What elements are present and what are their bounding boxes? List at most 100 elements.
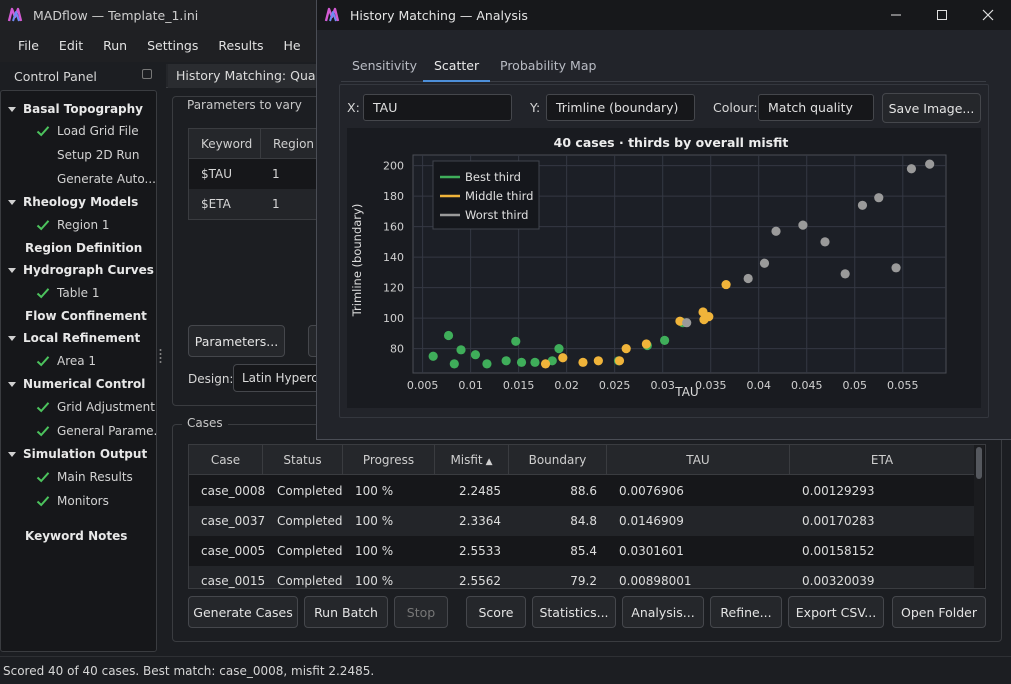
table-row[interactable]: case_0015 Completed 100 % 2.5562 79.2 0.00898… xyxy=(189,566,975,588)
close-button[interactable] xyxy=(965,0,1011,30)
tab-scatter[interactable]: Scatter xyxy=(423,50,491,82)
blank-icon xyxy=(36,172,50,186)
data-point xyxy=(660,335,670,345)
chevron-down-icon[interactable] xyxy=(7,379,17,389)
tree-item-label: Rheology Models xyxy=(23,195,139,209)
table-row[interactable]: case_0008 Completed 100 % 2.2485 88.6 0.00769… xyxy=(189,476,975,506)
tree-item[interactable]: Table 1 xyxy=(1,282,99,304)
score-button[interactable]: Score xyxy=(466,596,526,628)
chevron-down-icon[interactable] xyxy=(7,197,17,207)
table-row[interactable]: case_0005 Completed 100 % 2.5533 85.4 0.03016… xyxy=(189,536,975,566)
x-variable-select[interactable]: TAU xyxy=(363,94,512,121)
tree-item[interactable]: Keyword Notes xyxy=(1,525,127,547)
menu-help[interactable]: He xyxy=(283,38,301,53)
progress-cell: 100 % xyxy=(355,514,394,528)
data-point xyxy=(925,159,935,169)
analysis-button[interactable]: Analysis... xyxy=(622,596,704,628)
parameters-table[interactable]: Keyword Region $TAU 1 $ETA 1 xyxy=(188,128,328,220)
tree-item[interactable]: Main Results xyxy=(1,466,133,488)
chevron-down-icon[interactable] xyxy=(7,265,17,275)
y-tick-label: 120 xyxy=(383,282,404,295)
y-variable-select[interactable]: Trimline (boundary) xyxy=(546,94,695,121)
region-cell: 1 xyxy=(271,167,280,181)
legend-label: Middle third xyxy=(465,189,533,203)
tree-item[interactable]: Grid Adjustment xyxy=(1,396,155,418)
progress-cell: 100 % xyxy=(355,484,394,498)
menu-file[interactable]: File xyxy=(18,38,39,53)
check-icon xyxy=(36,286,50,300)
tree-item-label: Keyword Notes xyxy=(25,529,128,543)
statistics-button[interactable]: Statistics... xyxy=(532,596,616,628)
spacer xyxy=(9,531,19,541)
column-header-progress[interactable]: Progress xyxy=(343,445,435,475)
stop-button[interactable]: Stop xyxy=(394,596,448,628)
cases-table[interactable]: Case Status Progress Misfit ▲ Boundary TA… xyxy=(188,444,986,589)
tree-item[interactable]: Basal Topography xyxy=(1,98,143,120)
tree-item[interactable]: Area 1 xyxy=(1,350,96,372)
undock-icon[interactable] xyxy=(142,69,152,79)
colour-select[interactable]: Match quality xyxy=(758,94,874,121)
data-point xyxy=(443,330,454,341)
tree-item[interactable]: Region 1 xyxy=(1,214,110,236)
export-csv-button[interactable]: Export CSV... xyxy=(788,596,884,628)
generate-cases-button[interactable]: Generate Cases xyxy=(188,596,298,628)
tree-item[interactable]: Setup 2D Run xyxy=(1,144,139,166)
control-panel-tree[interactable]: Basal Topography Load Grid File Setup 2D R… xyxy=(0,90,157,652)
tree-item[interactable]: Flow Confinement xyxy=(1,305,147,327)
column-header-eta[interactable]: ETA xyxy=(790,445,975,475)
keyword-cell: $ETA xyxy=(201,197,231,211)
menu-edit[interactable]: Edit xyxy=(58,38,84,53)
cases-scrollbar[interactable] xyxy=(974,445,984,588)
tree-item[interactable]: Rheology Models xyxy=(1,191,138,213)
tree-item[interactable]: Load Grid File xyxy=(1,120,139,142)
scatter-chart[interactable]: 40 cases · thirds by overall misfit 0.00… xyxy=(347,128,981,408)
menu-results[interactable]: Results xyxy=(218,38,264,53)
x-tick-label: 0.025 xyxy=(599,379,631,392)
x-tick-label: 0.055 xyxy=(887,379,919,392)
status-cell: Completed xyxy=(277,514,343,528)
tree-item[interactable]: Generate Auto... xyxy=(1,168,156,190)
app-logo-icon xyxy=(324,7,340,22)
chevron-down-icon[interactable] xyxy=(7,333,17,343)
data-point xyxy=(511,336,521,346)
tree-item[interactable]: Simulation Output xyxy=(1,443,147,465)
table-row[interactable]: case_0037 Completed 100 % 2.3364 84.8 0.01469… xyxy=(189,506,975,536)
tab-sensitivity[interactable]: Sensitivity xyxy=(352,58,418,73)
maximize-button[interactable] xyxy=(919,0,965,30)
chevron-down-icon[interactable] xyxy=(7,104,17,114)
tree-item[interactable]: Monitors xyxy=(1,490,109,512)
tree-item[interactable]: Hydrograph Curves xyxy=(1,259,154,281)
tree-item[interactable]: Region Definition xyxy=(1,237,142,259)
column-header-case[interactable]: Case xyxy=(189,445,263,475)
column-header-status[interactable]: Status xyxy=(263,445,343,475)
tab-history-matching[interactable]: History Matching: Quadrat xyxy=(168,64,350,88)
column-header-boundary[interactable]: Boundary xyxy=(509,445,607,475)
keyword-cell: $TAU xyxy=(201,167,233,181)
tree-item[interactable]: General Parame... xyxy=(1,420,156,442)
menu-run[interactable]: Run xyxy=(103,38,128,53)
column-header-misfit[interactable]: Misfit ▲ xyxy=(435,445,509,475)
table-row[interactable]: $TAU 1 xyxy=(189,159,327,189)
control-panel-title: Control Panel xyxy=(14,68,97,84)
column-header-tau[interactable]: TAU xyxy=(607,445,790,475)
run-batch-button[interactable]: Run Batch xyxy=(304,596,388,628)
case-cell: case_0005 xyxy=(201,544,266,558)
column-header-keyword[interactable]: Keyword xyxy=(201,137,253,151)
analysis-tabs: Sensitivity Scatter Probability Map xyxy=(341,50,986,82)
column-header-region[interactable]: Region xyxy=(259,129,327,158)
save-image-button[interactable]: Save Image... xyxy=(882,93,981,123)
open-folder-button[interactable]: Open Folder xyxy=(892,596,986,628)
progress-cell: 100 % xyxy=(355,544,394,558)
table-row[interactable]: $ETA 1 xyxy=(189,189,327,219)
tree-item[interactable]: Local Refinement xyxy=(1,327,140,349)
scrollbar-thumb[interactable] xyxy=(976,447,982,479)
refine-button[interactable]: Refine... xyxy=(710,596,782,628)
minimize-button[interactable] xyxy=(873,0,919,30)
tab-probability-map[interactable]: Probability Map xyxy=(500,58,597,73)
tree-item-label: Simulation Output xyxy=(23,447,148,461)
splitter-handle[interactable] xyxy=(159,348,162,366)
chevron-down-icon[interactable] xyxy=(7,449,17,459)
parameters-button[interactable]: Parameters... xyxy=(188,325,285,357)
tree-item[interactable]: Numerical Control xyxy=(1,373,145,395)
menu-settings[interactable]: Settings xyxy=(147,38,199,53)
